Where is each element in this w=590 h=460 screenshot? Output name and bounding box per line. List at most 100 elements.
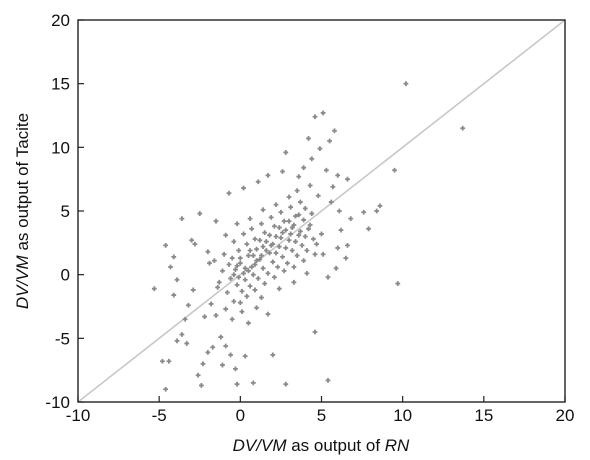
data-point bbox=[301, 258, 307, 264]
data-point bbox=[297, 228, 303, 234]
data-point bbox=[268, 214, 274, 220]
data-point bbox=[304, 248, 310, 253]
data-point bbox=[320, 110, 326, 116]
data-point bbox=[263, 239, 269, 244]
data-point bbox=[249, 226, 255, 232]
data-point bbox=[205, 249, 211, 255]
data-point bbox=[296, 212, 302, 218]
data-point bbox=[179, 332, 185, 337]
data-point bbox=[237, 300, 243, 306]
data-point bbox=[231, 272, 237, 278]
data-point bbox=[302, 234, 308, 239]
data-point bbox=[205, 349, 211, 355]
data-point bbox=[283, 150, 289, 155]
data-point bbox=[335, 245, 341, 251]
data-point bbox=[241, 231, 246, 237]
data-point bbox=[166, 358, 172, 364]
data-point bbox=[392, 167, 397, 173]
x-tick-label: -5 bbox=[152, 406, 167, 425]
data-point bbox=[216, 279, 222, 285]
data-point bbox=[239, 309, 245, 314]
data-point bbox=[294, 253, 300, 258]
data-point bbox=[228, 276, 233, 281]
data-point bbox=[236, 248, 242, 253]
data-point bbox=[197, 211, 203, 216]
y-tick-label: 5 bbox=[61, 202, 70, 221]
data-point bbox=[306, 136, 311, 141]
data-point bbox=[330, 184, 336, 190]
data-point bbox=[361, 209, 367, 215]
data-point bbox=[267, 232, 272, 238]
data-point bbox=[252, 262, 258, 267]
data-point bbox=[207, 260, 212, 266]
data-point bbox=[242, 277, 248, 283]
y-tick-label: -10 bbox=[45, 393, 70, 412]
data-point bbox=[273, 202, 279, 208]
data-point bbox=[333, 265, 339, 271]
data-point bbox=[246, 268, 251, 274]
data-point bbox=[317, 146, 323, 152]
data-point bbox=[262, 230, 268, 236]
data-point bbox=[366, 226, 371, 232]
data-point bbox=[309, 211, 315, 216]
data-point bbox=[220, 362, 225, 368]
data-point bbox=[189, 237, 195, 243]
data-point bbox=[250, 272, 256, 278]
data-point bbox=[246, 320, 251, 326]
data-point bbox=[242, 353, 248, 359]
data-point bbox=[289, 225, 295, 230]
data-point bbox=[241, 270, 246, 276]
data-point bbox=[323, 167, 329, 173]
x-tick-label: 5 bbox=[317, 406, 326, 425]
data-point bbox=[288, 204, 294, 210]
data-point bbox=[276, 286, 282, 292]
data-point bbox=[234, 263, 240, 269]
data-point bbox=[171, 292, 177, 298]
data-point bbox=[211, 258, 217, 264]
data-point bbox=[276, 244, 282, 250]
data-point bbox=[304, 270, 310, 276]
data-point bbox=[348, 216, 354, 222]
data-point bbox=[273, 234, 279, 239]
data-point bbox=[226, 262, 232, 267]
data-point bbox=[244, 293, 250, 299]
data-point bbox=[168, 264, 173, 270]
data-point bbox=[190, 287, 196, 293]
x-axis-label: DV/VM as output of RN bbox=[233, 436, 410, 455]
y-tick-label: -5 bbox=[55, 329, 70, 348]
data-point bbox=[283, 227, 289, 233]
data-point bbox=[403, 81, 409, 87]
data-point bbox=[229, 255, 235, 261]
data-point bbox=[270, 259, 276, 265]
data-point bbox=[280, 169, 285, 174]
x-tick-label: -10 bbox=[66, 406, 91, 425]
data-point bbox=[254, 258, 259, 264]
data-point bbox=[328, 199, 334, 205]
data-point bbox=[174, 277, 180, 283]
data-point bbox=[247, 283, 253, 289]
data-point bbox=[278, 235, 284, 241]
data-point bbox=[247, 248, 253, 253]
data-point bbox=[163, 242, 169, 248]
data-point bbox=[234, 282, 240, 288]
data-point bbox=[319, 231, 324, 237]
data-point bbox=[233, 267, 238, 272]
data-point bbox=[246, 253, 251, 258]
data-point bbox=[286, 194, 292, 200]
data-point bbox=[267, 250, 272, 256]
data-point bbox=[285, 260, 290, 266]
data-point bbox=[234, 381, 240, 387]
data-point bbox=[249, 264, 255, 270]
data-point bbox=[237, 260, 243, 266]
data-point bbox=[301, 165, 307, 171]
data-point bbox=[374, 208, 380, 214]
reference-line bbox=[77, 19, 566, 403]
data-point bbox=[302, 206, 308, 211]
data-point bbox=[163, 386, 169, 392]
data-point bbox=[338, 227, 344, 233]
data-point bbox=[236, 274, 242, 280]
data-point bbox=[265, 270, 271, 276]
data-point bbox=[220, 268, 225, 274]
data-point bbox=[286, 237, 292, 243]
data-point bbox=[255, 276, 261, 281]
